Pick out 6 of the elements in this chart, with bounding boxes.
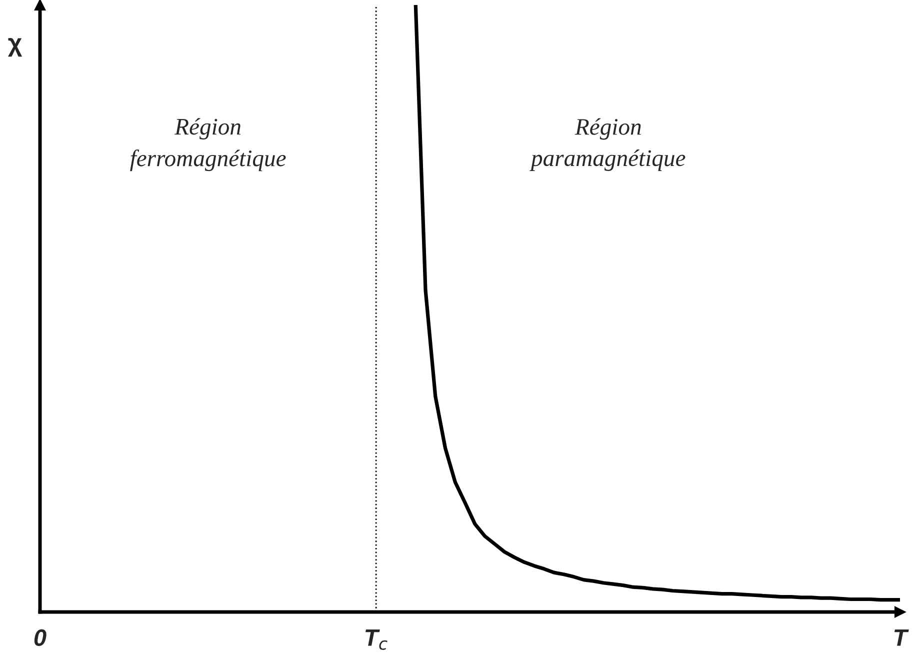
y-axis-title: χ (8, 38, 22, 57)
x-tick-label: T (894, 630, 909, 646)
x-tick-label: T$_{c}$ (365, 629, 388, 650)
annotation: Région paramagnétique (530, 118, 686, 171)
annotation: Région ferromagnétique (130, 118, 286, 172)
x-tick-label: 0 (34, 629, 46, 646)
